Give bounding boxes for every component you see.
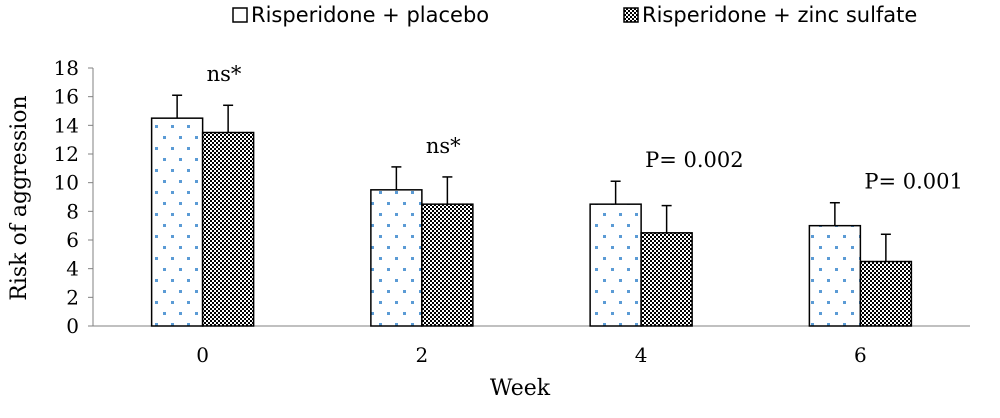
legend-swatch-zinc [623, 7, 639, 23]
bar-zinc [201, 131, 255, 327]
y-tick-label: 4 [66, 257, 79, 281]
legend-label-zinc: Risperidone + zinc sulfate [642, 3, 917, 27]
y-axis-title: Risk of aggression [7, 95, 32, 300]
bar-placebo [150, 117, 204, 327]
bar-zinc [421, 203, 474, 327]
y-tick-label: 18 [54, 56, 79, 80]
y-tick-label: 12 [54, 142, 79, 166]
annotations: ns* ns* P= 0.002 P= 0.001 [207, 62, 963, 194]
x-axis-title: Week [490, 376, 551, 401]
y-tick-label: 10 [54, 171, 79, 195]
x-tick-label: 0 [196, 343, 209, 367]
x-ticks: 0 2 4 6 [196, 343, 866, 367]
significance-label: P= 0.002 [645, 148, 744, 172]
bar-zinc [859, 260, 913, 327]
y-tick-label: 0 [66, 314, 79, 338]
legend: Risperidone + placebo Risperidone + zinc… [232, 3, 917, 27]
y-ticks: 0 2 4 6 8 10 12 14 16 18 [54, 56, 93, 338]
y-tick-label: 2 [66, 285, 79, 309]
legend-label-placebo: Risperidone + placebo [251, 3, 489, 27]
error-bars [172, 94, 891, 262]
bar-placebo [808, 224, 862, 327]
x-tick-label: 2 [416, 343, 429, 367]
y-tick-label: 8 [66, 199, 79, 223]
bar-placebo [589, 203, 642, 327]
significance-label: ns* [426, 134, 461, 158]
significance-label: P= 0.001 [864, 170, 963, 194]
legend-swatch-placebo [232, 7, 248, 23]
y-tick-label: 14 [54, 113, 79, 137]
bar-placebo [370, 189, 423, 327]
bar-zinc [640, 232, 693, 327]
x-tick-label: 4 [635, 343, 648, 367]
x-tick-label: 6 [854, 343, 867, 367]
significance-label: ns* [207, 62, 242, 86]
bars [150, 117, 913, 327]
y-tick-label: 6 [66, 228, 79, 252]
y-tick-label: 16 [54, 85, 79, 109]
